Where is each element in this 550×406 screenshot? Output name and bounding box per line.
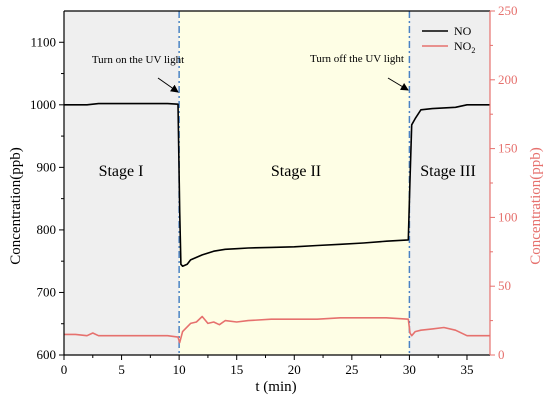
legend-label-no2: NO2 — [454, 39, 475, 55]
y-axis-label-left: Concentration(ppb) — [8, 147, 24, 264]
annotation-uv-on: Turn on the UV light — [92, 54, 184, 93]
annotation-uv-off: Turn off the UV light — [310, 53, 409, 91]
region-label-stage-1: Stage I — [99, 163, 144, 180]
series-layer — [64, 102, 490, 344]
y-left-tick-label: 900 — [37, 159, 57, 174]
y-right-tick-label: 0 — [498, 347, 505, 362]
annotation-uv-off-text: Turn off the UV light — [310, 53, 404, 65]
y-left-tick-label: 1100 — [30, 34, 56, 49]
x-tick-label: 30 — [403, 362, 416, 377]
axes — [63, 10, 491, 356]
y-right-tick-label: 250 — [498, 3, 518, 18]
x-tick-label: 35 — [460, 362, 473, 377]
stage-regions — [64, 11, 490, 355]
legend: NO NO2 — [422, 24, 475, 55]
legend-label-no: NO — [454, 24, 472, 38]
annotation-uv-off-arrow — [387, 77, 409, 91]
y-left-tick-label: 1000 — [30, 97, 56, 112]
y-right-tick-label: 100 — [498, 209, 518, 224]
region-3 — [409, 11, 490, 355]
x-tick-label: 0 — [61, 362, 68, 377]
y-right-tick-label: 50 — [498, 278, 511, 293]
annotation-uv-on-arrow — [157, 77, 179, 93]
series-line-no — [64, 102, 490, 268]
y-left-tick-label: 600 — [37, 347, 57, 362]
series-line-no2 — [64, 315, 490, 344]
x-tick-label: 15 — [230, 362, 243, 377]
x-axis-label: t (min) — [255, 379, 296, 395]
x-tick-label: 20 — [288, 362, 301, 377]
y-left-tick-label: 700 — [37, 284, 57, 299]
region-1 — [64, 11, 180, 355]
annotation-uv-on-text: Turn on the UV light — [92, 54, 184, 66]
region-label-stage-2: Stage II — [271, 163, 321, 180]
x-tick-label: 25 — [345, 362, 358, 377]
region-label-stage-3: Stage III — [420, 163, 476, 180]
y-right-tick-label: 200 — [498, 72, 518, 87]
region-2 — [179, 11, 410, 355]
y-left-tick-label: 800 — [37, 222, 57, 237]
x-tick-label: 10 — [173, 362, 186, 377]
y-right-tick-label: 150 — [498, 141, 518, 156]
ticks: 0 5 10 15 20 25 30 35 600 700 800 900 1000 1100 0 50 100… — [30, 3, 518, 377]
y-axis-label-right: Concentration(ppb) — [528, 147, 544, 264]
x-tick-label: 5 — [118, 362, 125, 377]
